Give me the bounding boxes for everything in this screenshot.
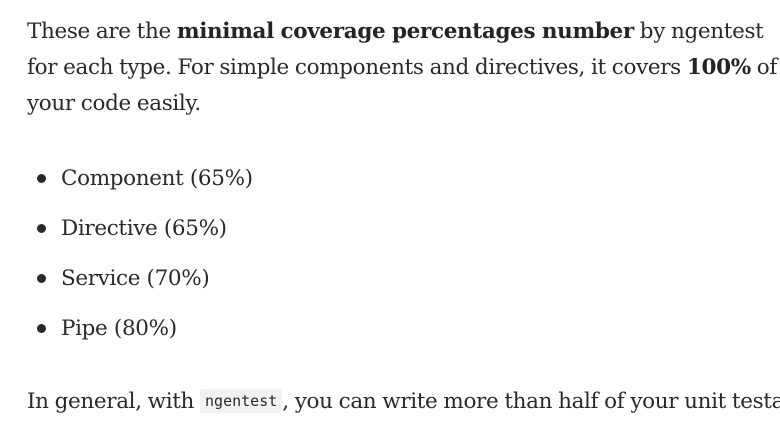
bullet-icon [37, 324, 46, 333]
list-item-label: Service (70%) [61, 266, 210, 291]
outro-text-1: In general, with [27, 389, 201, 414]
list-item: Service (70%) [27, 262, 253, 312]
list-item-label: Directive (65%) [61, 216, 227, 241]
article-body: These are the minimal coverage percentag… [27, 14, 780, 414]
outro-paragraph: In general, with ngentest, you can write… [27, 384, 780, 421]
list-item: Component (65%) [27, 162, 253, 212]
intro-bold-percent: 100% [686, 55, 751, 80]
coverage-list: Component (65%) Directive (65%) Service … [27, 162, 253, 362]
intro-paragraph: These are the minimal coverage percentag… [27, 14, 777, 122]
bullet-icon [37, 174, 46, 183]
intro-bold-coverage: minimal coverage percentages number [176, 19, 634, 44]
list-item: Pipe (80%) [27, 312, 253, 362]
intro-text-2: by ngentest for each type. For simple co… [27, 19, 764, 80]
intro-text-1: These are the [27, 19, 177, 44]
list-item: Directive (65%) [27, 212, 253, 262]
inline-code: ngentest [200, 389, 283, 413]
bullet-icon [37, 224, 46, 233]
list-item-label: Pipe (80%) [61, 316, 177, 341]
intro-text-3: of your code easily. [27, 55, 777, 116]
bullet-icon [37, 274, 46, 283]
list-item-label: Component (65%) [61, 166, 253, 191]
outro-text-2: , you can write more than half of your u… [282, 389, 780, 414]
